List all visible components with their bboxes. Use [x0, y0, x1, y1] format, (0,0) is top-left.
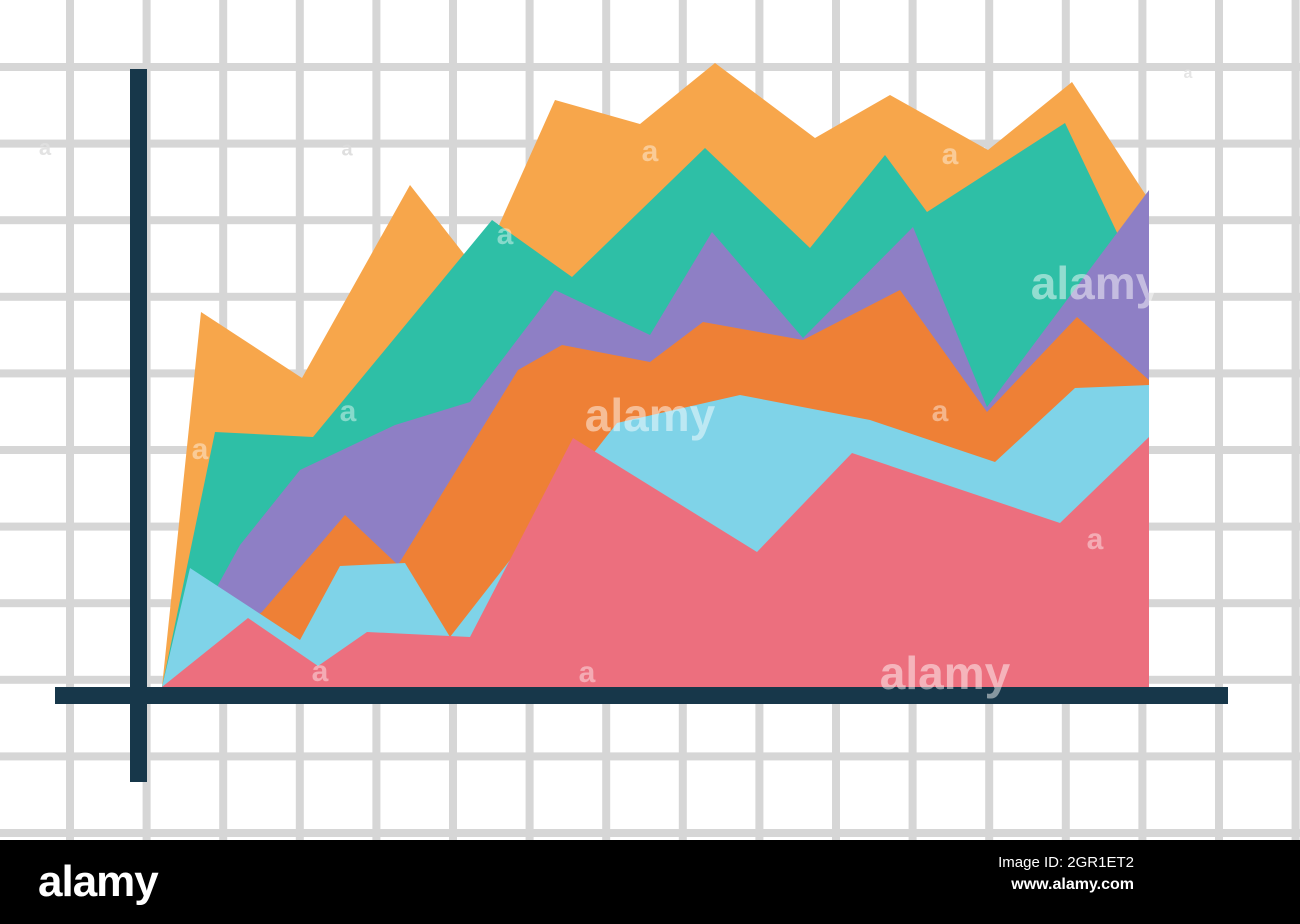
footer-bar: alamy Image ID: 2GR1ET2 www.alamy.com	[0, 840, 1300, 924]
area-chart-illustration	[0, 0, 1300, 840]
pink-area	[162, 437, 1149, 687]
footer-credits: Image ID: 2GR1ET2 www.alamy.com	[998, 852, 1134, 896]
x-axis-bar	[55, 687, 1228, 704]
alamy-logo: alamy	[38, 857, 159, 906]
website-url-text: www.alamy.com	[1011, 876, 1134, 893]
y-axis-bar	[130, 69, 147, 782]
image-id-text: Image ID: 2GR1ET2	[998, 854, 1134, 871]
